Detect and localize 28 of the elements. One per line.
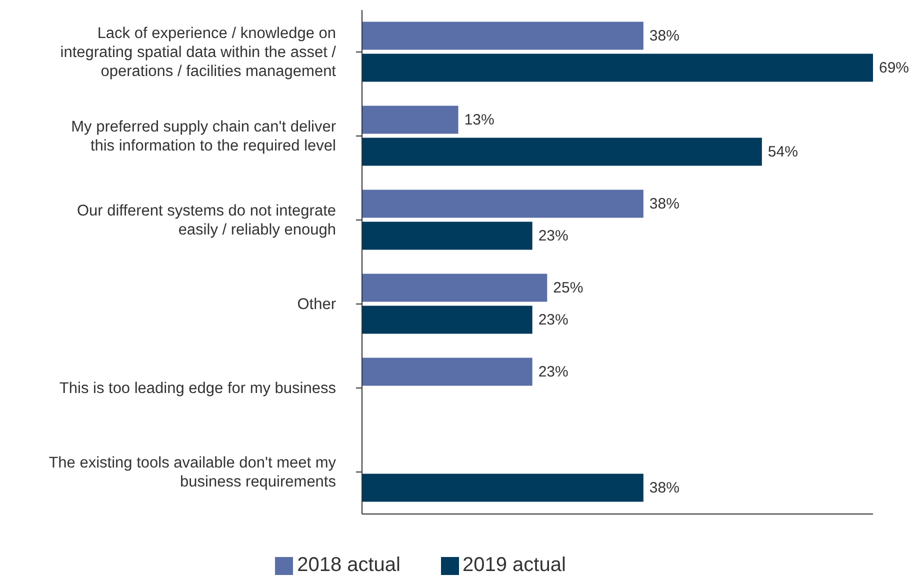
- data-label: 38%: [649, 479, 680, 496]
- bar: [362, 474, 644, 502]
- data-label: 25%: [553, 279, 584, 296]
- data-label: 54%: [768, 143, 798, 160]
- bar: [362, 22, 644, 50]
- bar: [362, 306, 532, 334]
- data-label: 38%: [649, 27, 680, 44]
- bar: [362, 138, 762, 166]
- bar: [362, 190, 644, 218]
- y-tick-label: This is too leading edge for my business: [59, 380, 336, 396]
- bar: [362, 274, 548, 302]
- data-label: 13%: [464, 111, 494, 128]
- data-label: 23%: [538, 227, 568, 244]
- y-tick-label: The existing tools available don't meet my business requirements: [48, 454, 336, 490]
- data-label: 23%: [538, 363, 568, 380]
- bar: [362, 358, 532, 386]
- y-tick-label: Lack of experience / knowledge on integrating spatial data within the asset / operations / facilities management: [60, 24, 337, 80]
- data-label: 23%: [538, 311, 568, 328]
- data-label: 38%: [649, 195, 680, 212]
- legend-label: 2018 actual: [297, 554, 400, 576]
- legend-label: 2019 actual: [462, 554, 566, 576]
- bar: [362, 54, 873, 82]
- bar: [362, 106, 458, 134]
- y-tick-label: My preferred supply chain can't deliver this information to the required level: [71, 118, 336, 154]
- y-tick-label: Other: [297, 296, 336, 312]
- data-label: 69%: [879, 59, 910, 76]
- y-tick-label: Our different systems do not integrate easily / reliably enough: [76, 202, 336, 238]
- bar: [362, 222, 532, 250]
